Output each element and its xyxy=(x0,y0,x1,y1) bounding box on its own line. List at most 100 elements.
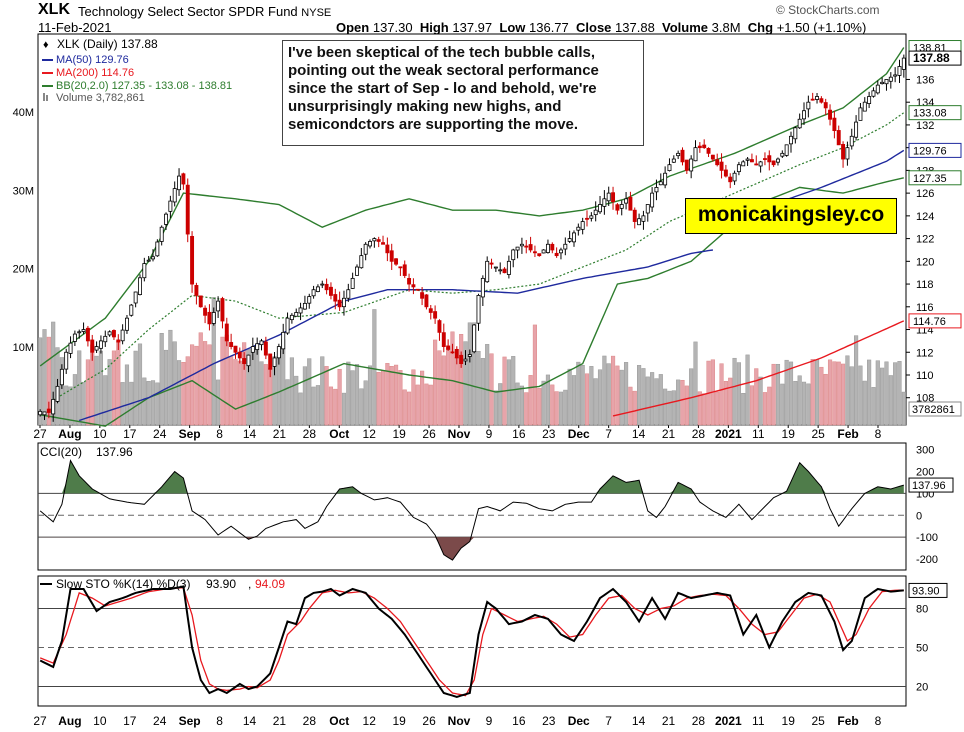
annotation-box: I've been skeptical of the tech bubble c… xyxy=(282,40,644,146)
sto-x-tick: 2021 xyxy=(715,714,742,728)
candle-body xyxy=(680,149,685,163)
volume-bar xyxy=(801,381,807,426)
high-label: High xyxy=(419,20,449,35)
price-x-tick: 21 xyxy=(662,427,676,441)
volume-bar xyxy=(359,388,364,426)
volume-bar xyxy=(593,378,598,426)
candle-body xyxy=(832,117,837,132)
candle-body xyxy=(667,164,672,172)
volume-bar xyxy=(663,388,668,426)
candle-body xyxy=(489,262,494,265)
legend-cci-value: 137.96 xyxy=(96,445,133,459)
volume-bar xyxy=(754,368,759,426)
volume-y-tick: 10M xyxy=(13,342,34,354)
candle-body xyxy=(259,340,264,346)
price-right-label-box xyxy=(908,50,962,66)
candle-body xyxy=(350,277,355,289)
candle-body xyxy=(85,327,90,342)
candle-body xyxy=(854,121,859,138)
candle-body xyxy=(424,294,429,308)
volume-bar xyxy=(107,359,112,426)
volume-bar xyxy=(341,392,347,426)
candle-body xyxy=(298,307,303,314)
fund-name: Technology Select Sector SPDR Fund NYSE xyxy=(78,4,331,19)
volume-bar xyxy=(784,359,789,426)
volume-bar xyxy=(203,341,208,426)
volume-bar xyxy=(862,380,867,426)
brand-watermark[interactable]: monicakingsley.co xyxy=(685,198,897,234)
candle-body xyxy=(871,90,876,97)
volume-bar xyxy=(524,392,529,426)
volume-bar xyxy=(346,361,351,426)
legend-cci-text: CCI(20) xyxy=(40,445,82,459)
sto-x-tick: 19 xyxy=(392,714,406,728)
price-x-tick: 8 xyxy=(216,427,223,441)
volume-bar xyxy=(150,380,156,426)
volume-bar xyxy=(615,365,620,426)
candle-body xyxy=(598,204,602,213)
candle-body xyxy=(420,292,425,299)
candle-body xyxy=(216,300,221,312)
volume-y-tick: 40M xyxy=(13,107,34,119)
candle-body xyxy=(524,245,529,248)
candle-body xyxy=(220,298,225,322)
candle-body xyxy=(663,172,668,186)
volume-bar xyxy=(294,375,299,426)
legend-sto: Slow STO %K(14) %D(3) 93.90 , 94.09 xyxy=(40,577,285,591)
price-right-label-text: 127.35 xyxy=(913,173,947,185)
candle-body xyxy=(289,314,294,321)
price-right-label-box xyxy=(908,170,962,186)
volume-bar xyxy=(602,355,607,426)
candle-body xyxy=(116,339,121,343)
volume-bar xyxy=(563,389,568,426)
candle-body xyxy=(650,192,655,208)
candle-body xyxy=(641,215,646,222)
volume-bar xyxy=(493,390,498,426)
candle-body xyxy=(888,76,893,82)
volume-bar xyxy=(133,350,138,426)
price-y-tick: 118 xyxy=(916,279,934,291)
candle-body xyxy=(728,176,733,183)
volume-bar xyxy=(637,365,642,426)
volume-bar xyxy=(762,392,768,426)
price-x-tick: 10 xyxy=(93,427,107,441)
sto-x-tick: 8 xyxy=(216,714,223,728)
candle-body xyxy=(402,264,407,276)
legend-ma200-text: MA(200) 114.76 xyxy=(56,67,134,79)
candle-body xyxy=(142,263,147,279)
candle-body xyxy=(38,410,43,416)
candle-body xyxy=(619,204,624,209)
candle-body xyxy=(129,304,134,316)
price-x-tick: 11 xyxy=(752,427,765,441)
candle-body xyxy=(164,213,168,225)
volume-label: Volume xyxy=(662,20,709,35)
candle-body xyxy=(545,243,550,253)
candle-body xyxy=(98,340,103,349)
candle-body xyxy=(819,98,824,103)
volume-bar xyxy=(893,362,898,426)
volume-bar xyxy=(610,355,616,426)
candle-body xyxy=(311,289,316,297)
ma200-line xyxy=(612,320,905,417)
candle-body xyxy=(233,345,238,353)
volume-bar xyxy=(819,366,824,426)
sto-x-tick: 7 xyxy=(605,714,612,728)
volume-bar xyxy=(667,390,672,426)
candle-body xyxy=(802,110,806,120)
candle-body xyxy=(771,160,776,166)
candle-body xyxy=(389,250,394,262)
candle-body xyxy=(120,329,125,342)
volume-bar xyxy=(255,344,260,426)
stockcharts-credit[interactable]: © StockCharts.com xyxy=(776,3,880,17)
candle-body xyxy=(706,147,711,154)
volume-bar xyxy=(194,345,199,426)
cci-right-label-box xyxy=(908,477,954,493)
volume-bar xyxy=(511,356,516,426)
candle-body xyxy=(81,329,86,332)
legend-ma50-text: MA(50) 129.76 xyxy=(56,54,129,66)
volume-bar xyxy=(836,361,841,426)
candle-body xyxy=(472,324,477,353)
volume-bar xyxy=(623,362,629,426)
sto-x-tick: 21 xyxy=(273,714,287,728)
